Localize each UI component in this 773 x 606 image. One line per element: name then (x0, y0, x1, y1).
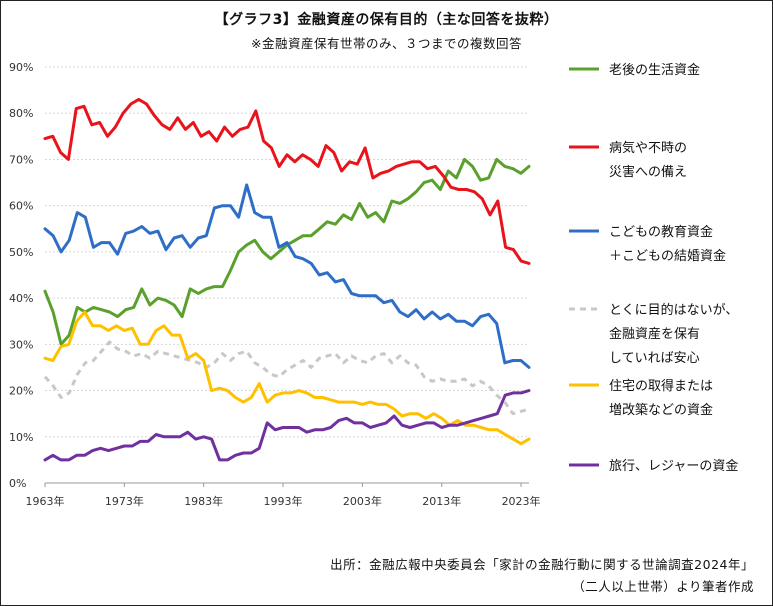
source-line-1: 出所：金融広報中央委員会「家計の金融行動に関する世論調査2024年」 (330, 557, 754, 572)
gridlines (45, 66, 529, 484)
legend-label: 住宅の取得または (609, 378, 713, 394)
y-tick-label: 30% (9, 338, 33, 351)
legend: 老後の生活資金病気や不時の災害への備えこどもの教育資金＋こどもの結婚資金とくに目… (569, 62, 738, 474)
y-tick-label: 20% (9, 385, 33, 398)
y-tick-label: 50% (9, 246, 33, 259)
y-tick-label: 0% (9, 477, 26, 490)
source-line-2: （二人以上世帯）より筆者作成 (572, 579, 754, 594)
series-line-5 (43, 389, 531, 462)
x-tick-label: 2013年 (422, 494, 461, 508)
legend-label: こどもの教育資金 (609, 224, 713, 240)
series-line-2 (43, 183, 531, 369)
legend-label: 病気や不時の (609, 140, 687, 156)
x-axis-ticks: 1963年 1973年 1983年 1993年 2003年 2013年 2023年 (26, 483, 541, 508)
legend-label: していれば安心 (609, 351, 700, 366)
y-tick-label: 60% (9, 200, 33, 213)
source-note: 出所：金融広報中央委員会「家計の金融行動に関する世論調査2024年」 （二人以上… (330, 554, 754, 598)
x-tick-label: 1993年 (264, 494, 303, 508)
x-tick-label: 1983年 (184, 494, 223, 508)
legend-label: 老後の生活資金 (609, 62, 700, 78)
y-axis-ticks: 0% 10% 20% 30% 40% 50% 60% 70% 80% 90% (9, 61, 33, 490)
x-tick-label: 2003年 (343, 494, 382, 508)
series-line-1 (43, 97, 531, 265)
chart-title: 【グラフ3】金融資産の保有目的（主な回答を抜粋） (214, 12, 559, 28)
y-tick-label: 80% (9, 107, 33, 120)
y-tick-label: 10% (9, 431, 33, 444)
series-lines (43, 97, 531, 462)
legend-green: 老後の生活資金 (569, 62, 700, 78)
x-tick-label: 1973年 (105, 494, 144, 508)
legend-purple: 旅行、レジャーの資金 (569, 458, 738, 474)
legend-label: 旅行、レジャーの資金 (609, 458, 738, 474)
legend-label: とくに目的はないが、 (609, 302, 738, 318)
y-tick-label: 90% (9, 61, 33, 74)
legend-label: ＋こどもの結婚資金 (609, 248, 726, 264)
x-tick-label: 1963年 (26, 494, 65, 508)
legend-label: 災害への備え (609, 164, 687, 180)
y-tick-label: 40% (9, 292, 33, 305)
legend-label: 金融資産を保有 (609, 326, 700, 342)
x-tick-label: 2023年 (502, 494, 541, 508)
y-tick-label: 70% (9, 153, 33, 166)
series-line-3 (43, 340, 530, 416)
chart-subtitle: ※金融資産保有世帯のみ、３つまでの複数回答 (251, 36, 522, 51)
legend-blue: こどもの教育資金 ＋こどもの結婚資金 (569, 224, 726, 264)
legend-label: 増改築などの資金 (609, 402, 713, 418)
